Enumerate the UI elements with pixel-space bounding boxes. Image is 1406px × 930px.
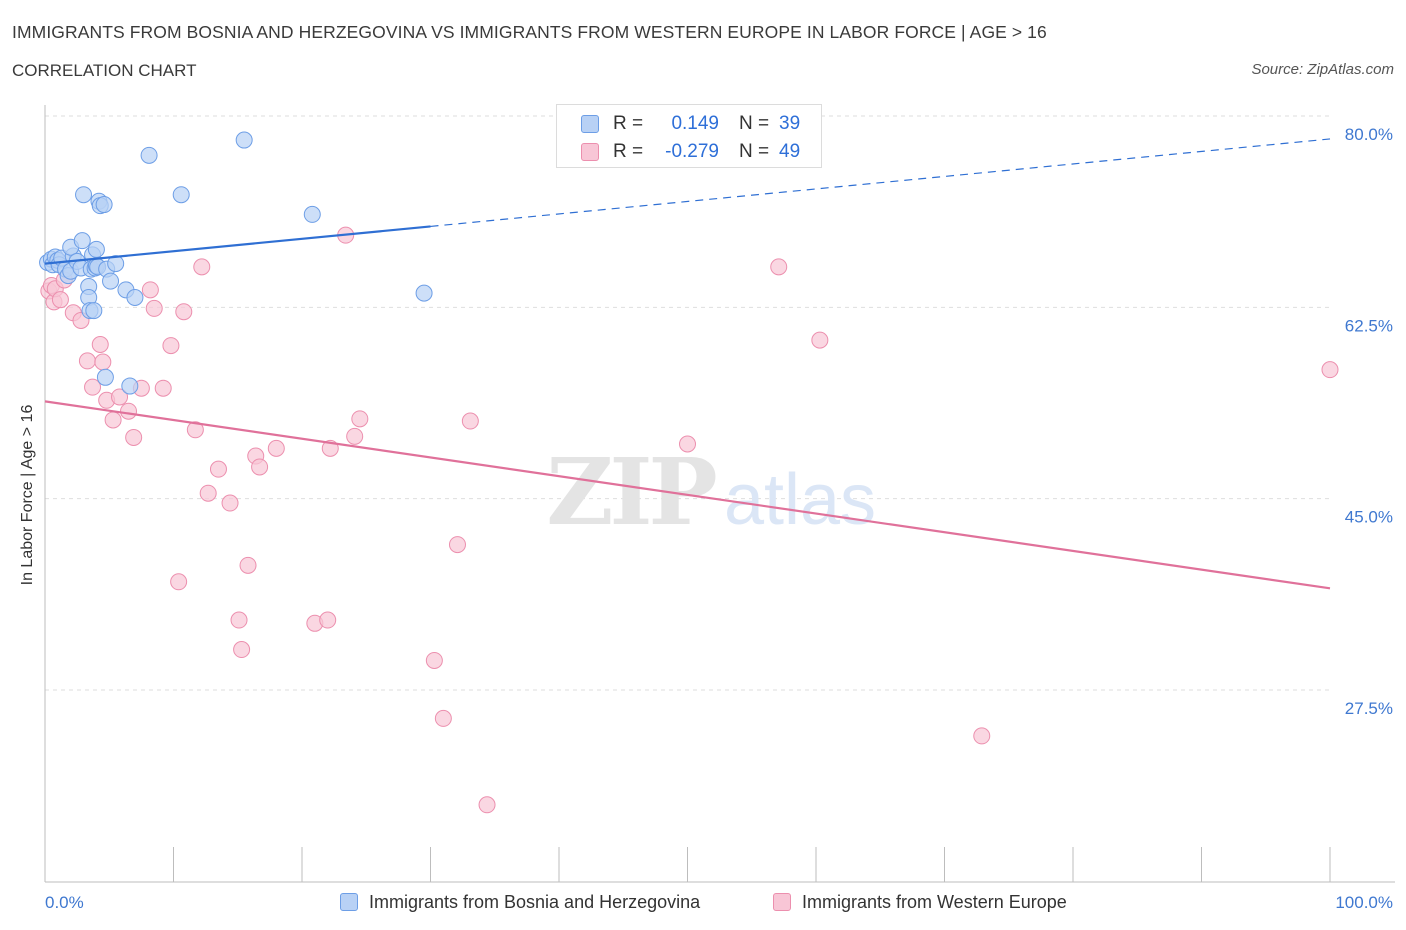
point-western-europe — [811, 331, 829, 349]
y-axis-label: In Labor Force | Age > 16 — [19, 404, 36, 586]
trend-line-bosnia — [44, 225, 431, 265]
legend-swatch-bosnia — [340, 893, 358, 911]
point-western-europe — [120, 402, 138, 420]
stats-n-value: 39 — [779, 113, 801, 134]
trend-lines — [44, 138, 1331, 590]
point-bosnia — [73, 232, 91, 250]
point-western-europe — [346, 427, 364, 445]
tick-labels: 27.5% 45.0% 62.5% 80.0% 0.0% 100.0% — [45, 125, 1393, 912]
stats-n-value: 49 — [779, 141, 801, 162]
point-western-europe — [84, 378, 102, 396]
point-bosnia — [85, 302, 103, 320]
point-western-europe — [94, 353, 112, 371]
point-western-europe — [319, 611, 337, 629]
point-bosnia — [235, 131, 253, 149]
stats-row-blue: R = 0.149 N = 39 — [557, 110, 800, 138]
point-western-europe — [221, 494, 239, 512]
point-western-europe — [104, 411, 122, 429]
series-western-europe — [40, 226, 1339, 814]
point-western-europe — [448, 536, 466, 554]
point-western-europe — [170, 573, 188, 591]
stats-r-label: R = — [613, 113, 644, 134]
legend-label-western-europe: Immigrants from Western Europe — [802, 891, 1067, 912]
legend-item-western-europe[interactable]: Immigrants from Western Europe — [773, 889, 1067, 915]
point-bosnia — [172, 186, 190, 204]
point-western-europe — [1321, 361, 1339, 379]
point-western-europe — [175, 303, 193, 321]
point-bosnia — [75, 186, 93, 204]
watermark-atlas: atlas — [724, 460, 876, 540]
point-western-europe — [239, 556, 257, 574]
point-bosnia — [121, 377, 139, 395]
point-western-europe — [51, 291, 69, 309]
y-tick-label: 62.5% — [1345, 316, 1393, 335]
point-western-europe — [193, 258, 211, 276]
point-bosnia — [126, 288, 144, 306]
stats-n-label: N = — [739, 141, 770, 162]
y-tick-label: 80.0% — [1345, 125, 1393, 144]
axes — [44, 105, 1395, 883]
point-bosnia — [303, 205, 321, 223]
point-western-europe — [251, 458, 269, 476]
point-western-europe — [186, 421, 204, 439]
point-western-europe — [478, 796, 496, 814]
y-tick-label: 45.0% — [1345, 508, 1393, 527]
point-western-europe — [162, 337, 180, 355]
point-western-europe — [111, 388, 129, 406]
point-western-europe — [425, 651, 443, 669]
source-label: Source: ZipAtlas.com — [1251, 61, 1394, 78]
x-tick-label-min: 0.0% — [45, 893, 84, 912]
point-western-europe — [461, 412, 479, 430]
trend-line-bosnia-extension — [430, 138, 1331, 228]
y-tick-label: 27.5% — [1345, 699, 1393, 718]
legend-label-bosnia: Immigrants from Bosnia and Herzegovina — [369, 891, 701, 912]
point-bosnia — [102, 272, 120, 290]
point-western-europe — [351, 410, 369, 428]
point-western-europe — [230, 611, 248, 629]
point-bosnia — [140, 146, 158, 164]
point-bosnia — [96, 368, 114, 386]
stats-n-label: N = — [739, 113, 770, 134]
x-tick-label-max: 100.0% — [1335, 893, 1393, 912]
stats-swatch-blue — [581, 115, 599, 133]
point-western-europe — [209, 460, 227, 478]
point-western-europe — [125, 428, 143, 446]
watermark-zip: ZIP — [546, 438, 715, 546]
point-western-europe — [770, 258, 788, 276]
point-western-europe — [141, 281, 159, 299]
point-western-europe — [145, 299, 163, 317]
point-western-europe — [91, 336, 109, 354]
trend-line-western-europe — [44, 400, 1331, 590]
legend-swatch-western-europe — [773, 893, 791, 911]
point-western-europe — [78, 352, 96, 370]
stats-legend: R = 0.149 N = 39 R = -0.279 N = 49 — [556, 104, 822, 168]
stats-r-value: -0.279 — [665, 141, 719, 162]
legend-item-bosnia[interactable]: Immigrants from Bosnia and Herzegovina — [340, 889, 700, 915]
point-western-europe — [267, 439, 285, 457]
grid-lines — [45, 115, 1330, 691]
point-western-europe — [434, 709, 452, 727]
point-bosnia — [95, 196, 113, 214]
point-western-europe — [233, 641, 251, 659]
point-western-europe — [199, 484, 217, 502]
chart-subtitle: CORRELATION CHART — [12, 61, 197, 80]
watermark: ZIP atlas — [546, 438, 876, 546]
point-bosnia — [415, 284, 433, 302]
stats-row-pink: R = -0.279 N = 49 — [557, 138, 800, 166]
stats-r-value: 0.149 — [671, 113, 719, 134]
point-bosnia — [87, 240, 105, 258]
stats-r-label: R = — [613, 141, 644, 162]
point-western-europe — [973, 727, 991, 745]
point-western-europe — [154, 379, 172, 397]
point-bosnia — [107, 255, 125, 273]
stats-swatch-pink — [581, 143, 599, 161]
chart-title: IMMIGRANTS FROM BOSNIA AND HERZEGOVINA V… — [12, 22, 1047, 42]
point-western-europe — [679, 435, 696, 453]
